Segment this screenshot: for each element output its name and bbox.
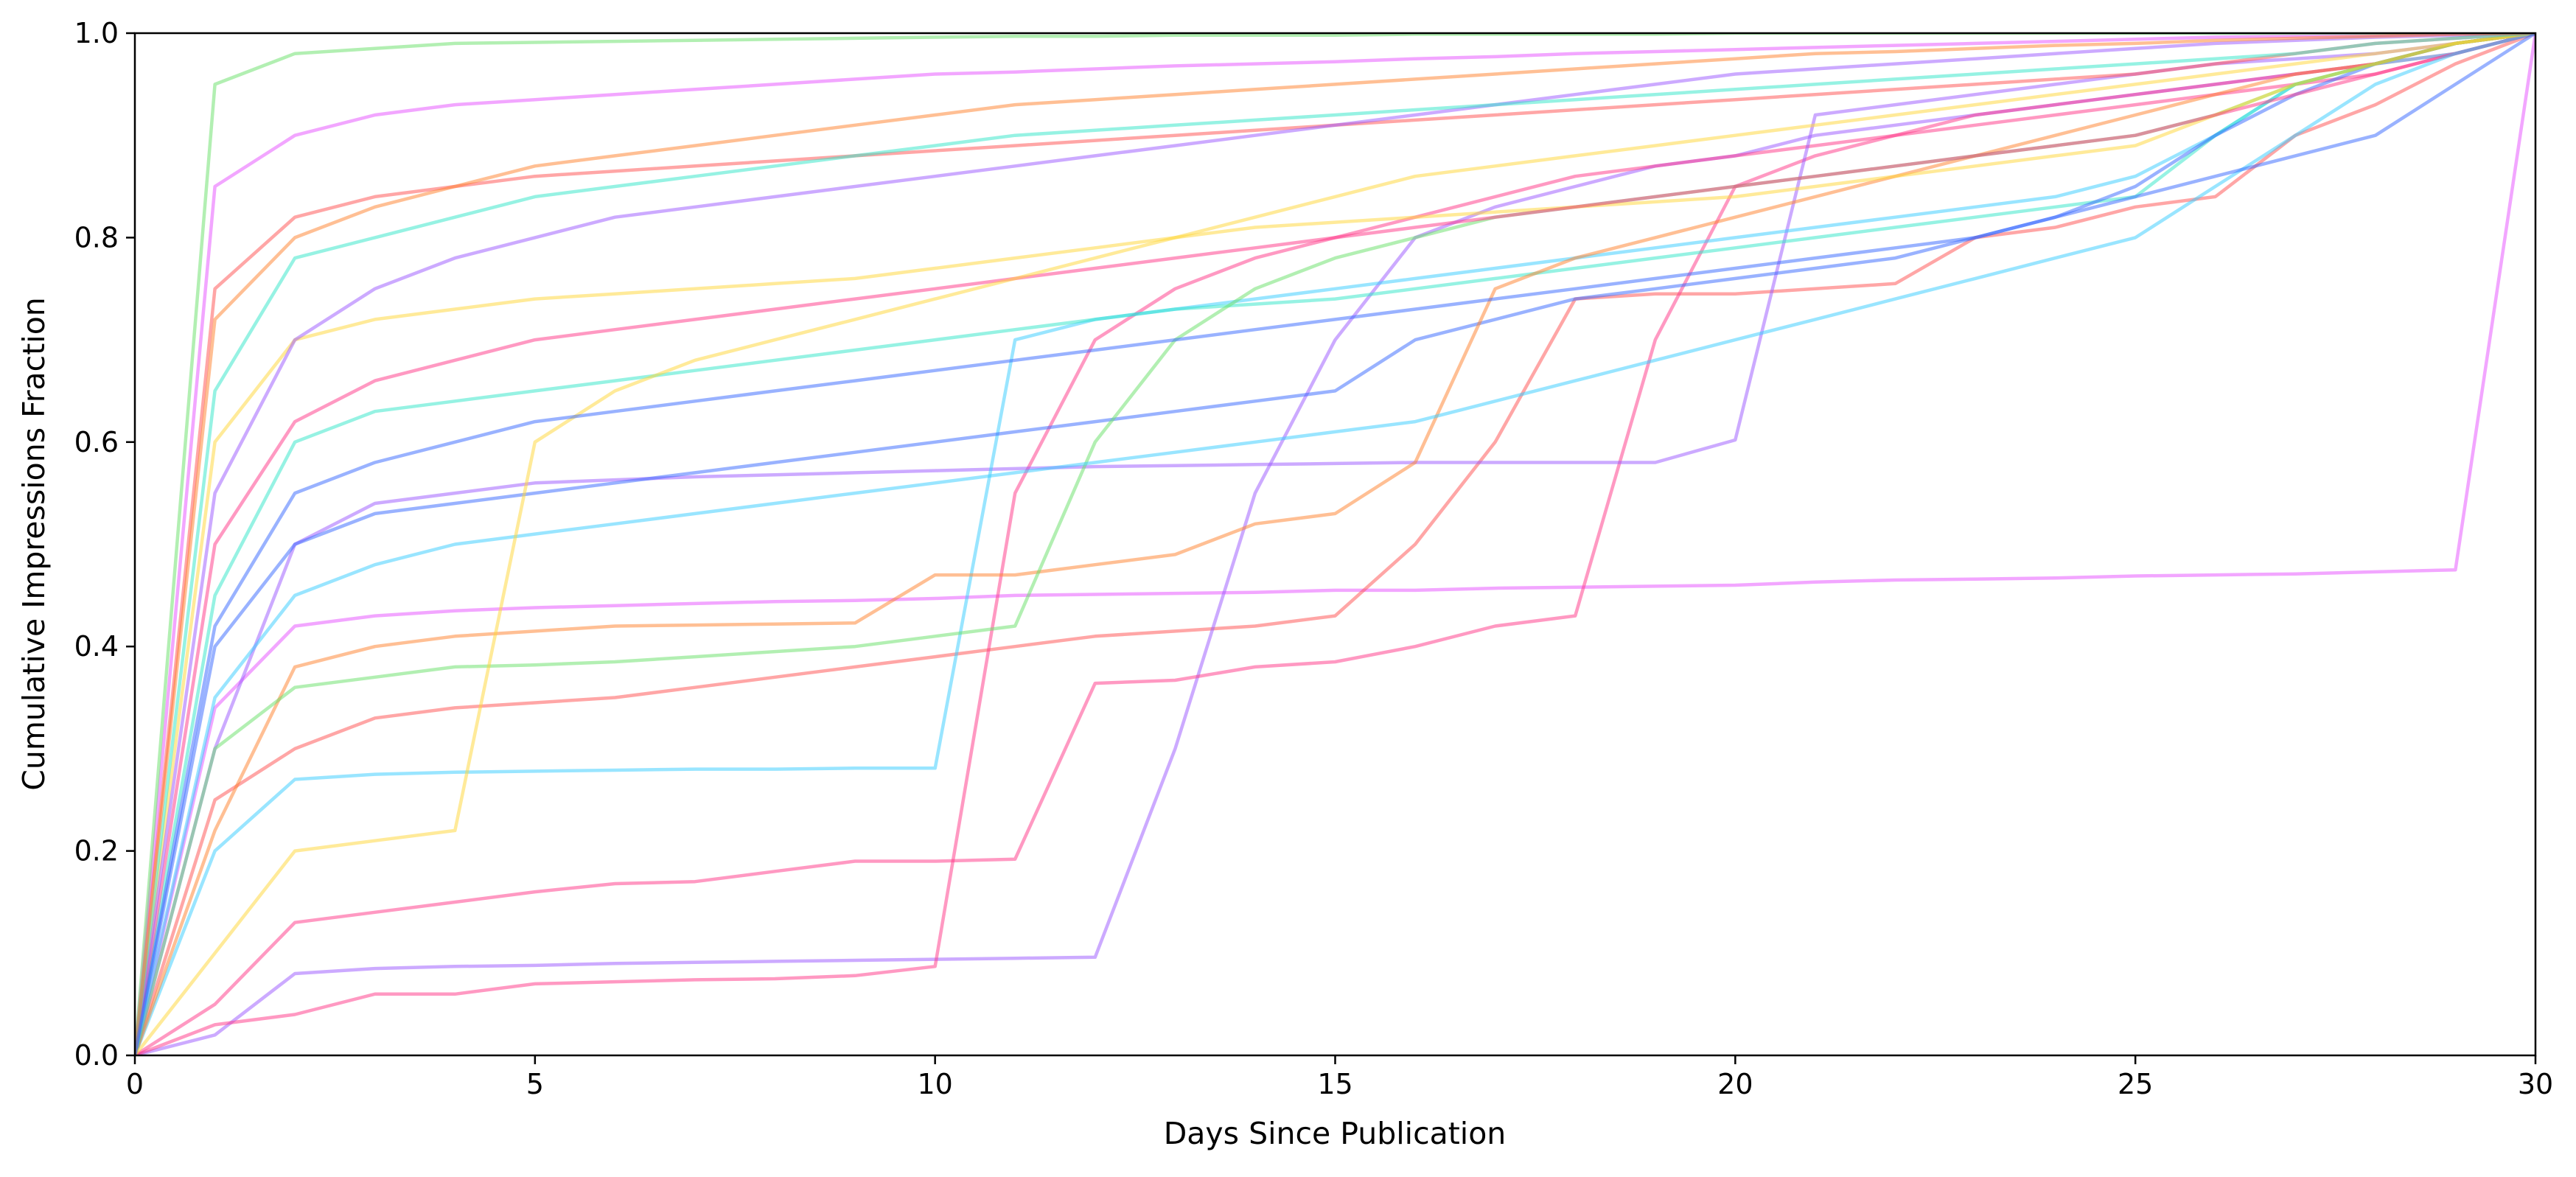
- x-tick-label: 20: [1717, 1068, 1753, 1100]
- series-line-17: [135, 33, 2535, 1055]
- series-line-18: [135, 33, 2535, 1055]
- series-line-21: [135, 33, 2535, 1055]
- series-line-9: [135, 33, 2535, 1055]
- x-tick-label: 0: [126, 1068, 144, 1100]
- y-tick-label: 0.8: [74, 221, 119, 254]
- x-axis: 0 5 10 15 20 25 30: [126, 1055, 2553, 1100]
- x-axis-title: Days Since Publication: [1164, 1116, 1507, 1151]
- series-line-14: [135, 33, 2535, 1055]
- series-line-5: [135, 33, 2535, 1055]
- x-tick-label: 25: [2118, 1068, 2153, 1100]
- series-line-15: [135, 33, 2535, 1055]
- series-line-20: [135, 33, 2535, 1055]
- x-tick-label: 5: [526, 1068, 544, 1100]
- y-tick-label: 0.0: [74, 1039, 119, 1072]
- y-axis-title: Cumulative Impressions Fraction: [16, 297, 52, 791]
- y-tick-label: 0.2: [74, 835, 119, 867]
- series-line-2: [135, 33, 2535, 1055]
- series-line-12: [135, 33, 2535, 1055]
- y-tick-label: 0.4: [74, 630, 119, 663]
- y-axis: 0.0 0.2 0.4 0.6 0.8 1.0: [74, 17, 135, 1072]
- series-layer: [135, 33, 2535, 1055]
- series-line-7: [135, 33, 2535, 1055]
- series-line-19: [135, 33, 2535, 1055]
- x-tick-label: 30: [2518, 1068, 2553, 1100]
- x-tick-label: 15: [1317, 1068, 1352, 1100]
- series-line-1: [135, 33, 2535, 1055]
- y-tick-label: 0.6: [74, 426, 119, 458]
- series-line-22: [135, 33, 2535, 1055]
- series-line-16: [135, 33, 2535, 1055]
- series-line-10: [135, 33, 2535, 1055]
- y-tick-label: 1.0: [74, 17, 119, 49]
- x-tick-label: 10: [917, 1068, 952, 1100]
